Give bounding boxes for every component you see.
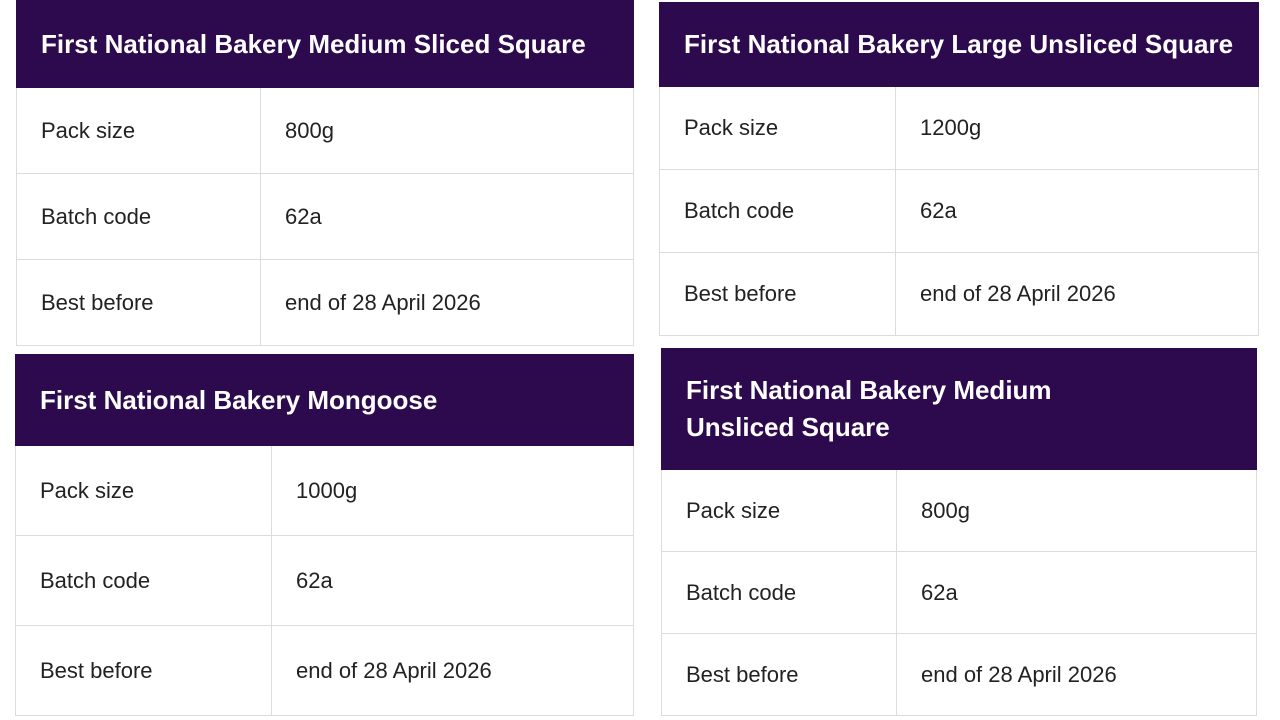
product-card: First National Bakery Mongoose Pack size 1… — [15, 354, 634, 716]
row-label: Pack size — [16, 446, 272, 535]
table-row: Pack size 1000g — [15, 446, 634, 536]
card-title: First National Bakery Medium Unsliced Sq… — [686, 375, 1052, 442]
product-card: First National Bakery Medium Unsliced Sq… — [661, 348, 1257, 716]
card-title: First National Bakery Mongoose — [40, 384, 438, 415]
row-label: Best before — [662, 634, 897, 715]
product-card: First National Bakery Large Unsliced Squ… — [659, 2, 1259, 336]
card-title: First National Bakery Large Unsliced Squ… — [684, 29, 1234, 59]
row-value: 800g — [285, 117, 334, 143]
table-row: Pack size 1200g — [659, 87, 1259, 170]
row-value: 62a — [920, 198, 957, 223]
row-value: end of 28 April 2026 — [920, 281, 1116, 306]
table-row: Best before end of 28 April 2026 — [16, 260, 634, 346]
row-label: Best before — [16, 626, 272, 715]
table-row: Batch code 62a — [659, 170, 1259, 253]
card-header: First National Bakery Medium Unsliced Sq… — [661, 348, 1257, 470]
card-header: First National Bakery Medium Sliced Squa… — [16, 0, 634, 88]
table-row: Pack size 800g — [16, 88, 634, 174]
card-title: First National Bakery Medium Sliced Squa… — [41, 28, 586, 59]
table-row: Best before end of 28 April 2026 — [661, 634, 1257, 716]
row-value: 800g — [921, 497, 970, 523]
row-label: Best before — [17, 260, 261, 345]
row-label: Batch code — [662, 552, 897, 633]
product-card: First National Bakery Medium Sliced Squa… — [16, 0, 634, 346]
row-label: Batch code — [16, 536, 272, 625]
table-row: Best before end of 28 April 2026 — [659, 253, 1259, 336]
table-row: Batch code 62a — [16, 174, 634, 260]
table-row: Batch code 62a — [661, 552, 1257, 634]
table-row: Pack size 800g — [661, 470, 1257, 552]
row-value: 62a — [296, 567, 333, 593]
row-value: 62a — [285, 203, 322, 229]
row-label: Pack size — [17, 88, 261, 173]
card-header: First National Bakery Large Unsliced Squ… — [659, 2, 1259, 87]
row-label: Pack size — [660, 87, 896, 169]
row-value: 1200g — [920, 115, 982, 140]
row-value: end of 28 April 2026 — [296, 657, 492, 683]
row-label: Batch code — [17, 174, 261, 259]
row-label: Batch code — [660, 170, 896, 252]
card-header: First National Bakery Mongoose — [15, 354, 634, 446]
table-row: Batch code 62a — [15, 536, 634, 626]
row-label: Best before — [660, 253, 896, 335]
row-value: 62a — [921, 579, 958, 605]
row-label: Pack size — [662, 470, 897, 551]
row-value: end of 28 April 2026 — [285, 289, 481, 315]
table-row: Best before end of 28 April 2026 — [15, 626, 634, 716]
row-value: 1000g — [296, 477, 358, 503]
row-value: end of 28 April 2026 — [921, 661, 1117, 687]
